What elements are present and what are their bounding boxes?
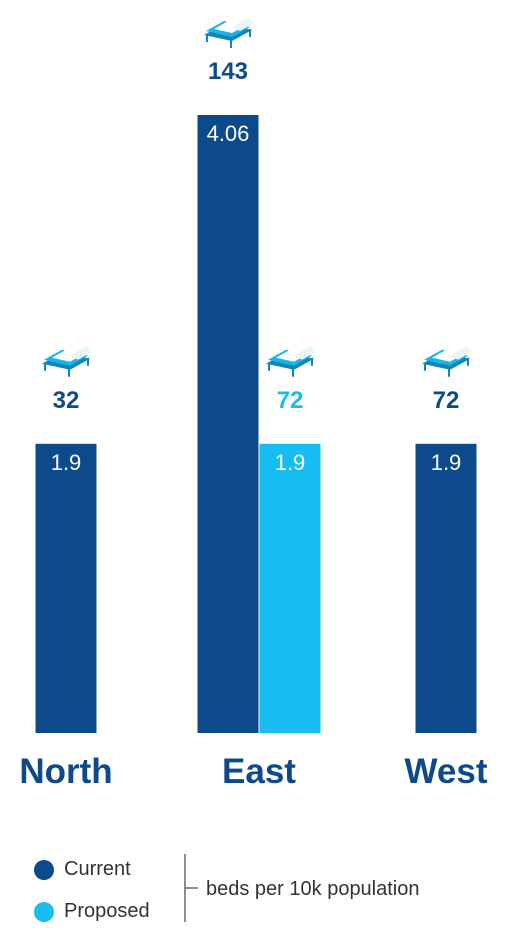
legend-swatch-current — [34, 859, 54, 880]
legend-item-proposed: Proposed — [34, 900, 150, 923]
hospital-bed-icon — [204, 17, 254, 48]
bar-east-current — [197, 115, 259, 733]
hospital-bed-icon — [42, 345, 92, 377]
category-label-west: West — [404, 752, 488, 791]
hospital-bed-icon — [422, 345, 472, 377]
bar-chart: 1.9 32 4.06 143 1.9 72 1.9 72 — [35, 17, 477, 733]
category-label-north: North — [19, 752, 113, 791]
bed-count-north-current: 32 — [53, 387, 80, 414]
hospital-bed-icon — [266, 345, 316, 377]
bed-count-east-proposed: 72 — [277, 387, 304, 414]
legend-label-proposed: Proposed — [64, 900, 150, 922]
legend-swatch-proposed — [34, 901, 54, 922]
legend-label-current: Current — [64, 858, 131, 880]
data-label-east-current: 4.06 — [207, 121, 250, 146]
bed-count-west-current: 72 — [433, 387, 460, 414]
legend-unit-note: beds per 10k population — [206, 878, 420, 900]
data-label-east-proposed: 1.9 — [275, 450, 306, 475]
bar-north-current — [35, 443, 97, 733]
bed-count-east-current: 143 — [208, 58, 248, 85]
legend-bracket — [184, 854, 198, 922]
data-label-north-current: 1.9 — [51, 450, 82, 475]
category-label-east: East — [222, 752, 296, 791]
bar-west-current — [415, 443, 477, 733]
legend-item-current: Current — [34, 858, 131, 881]
bar-east-proposed — [259, 443, 321, 733]
legend: Current Proposed beds per 10k population — [34, 854, 494, 924]
data-label-west-current: 1.9 — [431, 450, 462, 475]
